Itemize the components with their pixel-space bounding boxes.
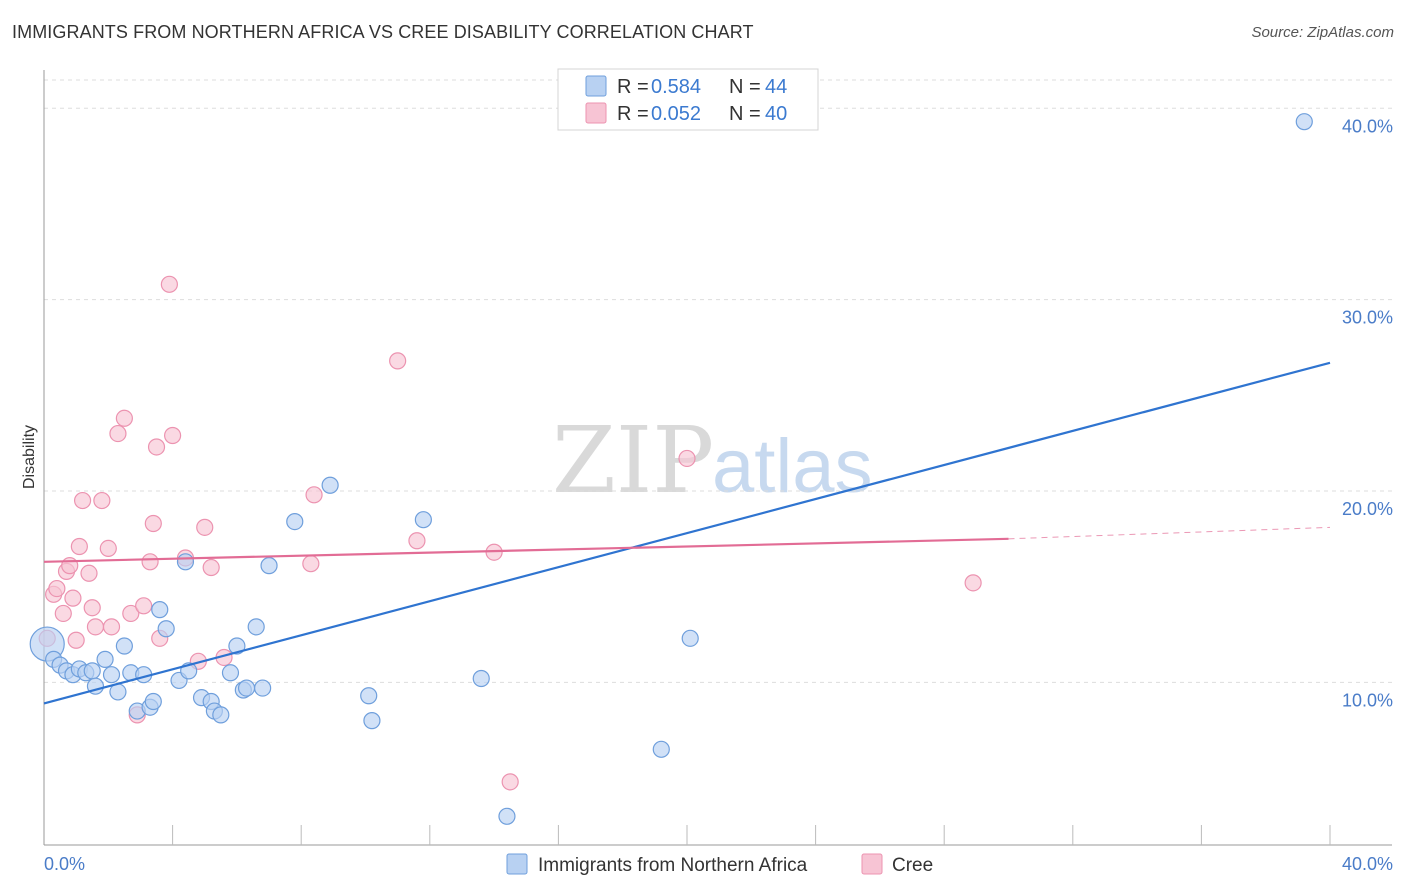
pink-point-9 [73, 491, 92, 510]
pink-point-30 [202, 558, 220, 577]
pink-point-21 [141, 553, 159, 571]
pink-point-14 [99, 539, 117, 557]
legend-r-value-2: 0.052 [651, 103, 701, 125]
blue-point-10 [102, 666, 121, 684]
trend-line-cree-extension [1008, 526, 1331, 540]
y-tick-label-1: 20.0% [1342, 499, 1393, 519]
legend-box: R = 0.584 N = 44 R = 0.052 N = 40 [557, 68, 819, 131]
legend-swatch-blue [585, 75, 607, 97]
blue-point-37 [363, 712, 381, 730]
blue-point-28 [228, 637, 246, 655]
blue-point-42 [681, 629, 699, 647]
pink-point-16 [109, 424, 127, 443]
pink-point-7 [67, 631, 85, 649]
pink-point-34 [389, 352, 407, 370]
blue-point-9 [96, 650, 114, 668]
blue-point-22 [176, 553, 195, 571]
blue-point-40 [498, 807, 516, 825]
pink-point-23 [147, 438, 166, 456]
pink-point-2 [48, 579, 66, 598]
pink-point-32 [302, 555, 320, 573]
blue-point-35 [321, 476, 339, 494]
blue-point-43 [1295, 113, 1313, 131]
pink-point-18 [122, 604, 140, 623]
legend-r-label-1: R = [617, 76, 649, 98]
pink-point-38 [678, 449, 696, 468]
chart-title: IMMIGRANTS FROM NORTHERN AFRICA VS CREE … [12, 22, 754, 42]
y-axis-label: Disability [21, 425, 38, 489]
pink-point-11 [83, 599, 101, 617]
legend-r-label-2: R = [617, 103, 649, 125]
blue-point-39 [472, 669, 490, 688]
blue-point-7 [83, 662, 101, 680]
x-tick-label-0: 0.0% [44, 854, 85, 874]
bottom-legend-swatch-blue [506, 853, 528, 875]
blue-point-34 [286, 513, 304, 531]
bottom-legend-swatch-pink [861, 853, 883, 875]
cree-points [38, 275, 982, 791]
blue-point-38 [414, 511, 432, 529]
pink-point-26 [164, 426, 182, 445]
trend-line-northern-africa [43, 361, 1331, 705]
legend-n-label-2: N = [729, 103, 761, 125]
pink-point-20 [135, 597, 153, 615]
pink-point-6 [64, 589, 82, 607]
y-tick-label-2: 30.0% [1342, 308, 1393, 328]
pink-point-35 [408, 532, 426, 550]
legend-n-label-1: N = [729, 76, 761, 98]
legend-swatch-pink [585, 102, 607, 124]
legend-n-value-1: 44 [765, 76, 787, 98]
source-label: Source: ZipAtlas.com [1251, 24, 1394, 41]
trend-lines [43, 361, 1331, 705]
blue-point-30 [237, 679, 256, 697]
tick-labels: 10.0% 20.0% 30.0% 40.0% 0.0% 40.0% [44, 116, 1393, 874]
blue-point-36 [360, 687, 378, 705]
pink-point-3 [54, 604, 72, 623]
legend-n-value-2: 40 [765, 103, 787, 125]
blue-point-17 [144, 692, 162, 711]
x-tick-label-1: 40.0% [1342, 854, 1393, 874]
bottom-legend-label-pink: Cree [892, 855, 933, 876]
trend-line-cree [43, 537, 1009, 563]
pink-point-10 [80, 564, 98, 582]
pink-point-12 [86, 618, 105, 636]
pink-point-37 [501, 773, 519, 791]
northern-africa-points [29, 113, 1313, 825]
blue-point-19 [157, 620, 175, 638]
pink-point-17 [115, 409, 133, 427]
legend-r-value-1: 0.584 [651, 76, 701, 98]
pink-point-39 [964, 574, 982, 592]
pink-point-13 [93, 491, 111, 510]
pink-point-25 [160, 275, 178, 293]
axes [43, 70, 1392, 846]
blue-point-31 [247, 618, 265, 636]
blue-point-32 [254, 679, 272, 697]
watermark-atlas: atlas [712, 424, 873, 509]
pink-point-33 [305, 486, 323, 504]
bottom-legend-label-blue: Immigrants from Northern Africa [538, 855, 808, 876]
blue-point-27 [221, 664, 240, 682]
pink-point-8 [70, 537, 88, 556]
pink-point-22 [144, 514, 162, 533]
blue-point-12 [115, 637, 133, 655]
grid-lines [44, 79, 1392, 683]
blue-point-26 [212, 706, 230, 724]
pink-point-29 [196, 518, 214, 536]
pink-point-15 [102, 618, 121, 636]
y-tick-label-3: 40.0% [1342, 116, 1393, 136]
blue-point-33 [260, 557, 278, 575]
blue-point-18 [151, 601, 169, 619]
blue-point-41 [652, 740, 670, 758]
bottom-legend: Immigrants from Northern Africa Cree [506, 853, 933, 876]
y-tick-label-0: 10.0% [1342, 690, 1393, 710]
